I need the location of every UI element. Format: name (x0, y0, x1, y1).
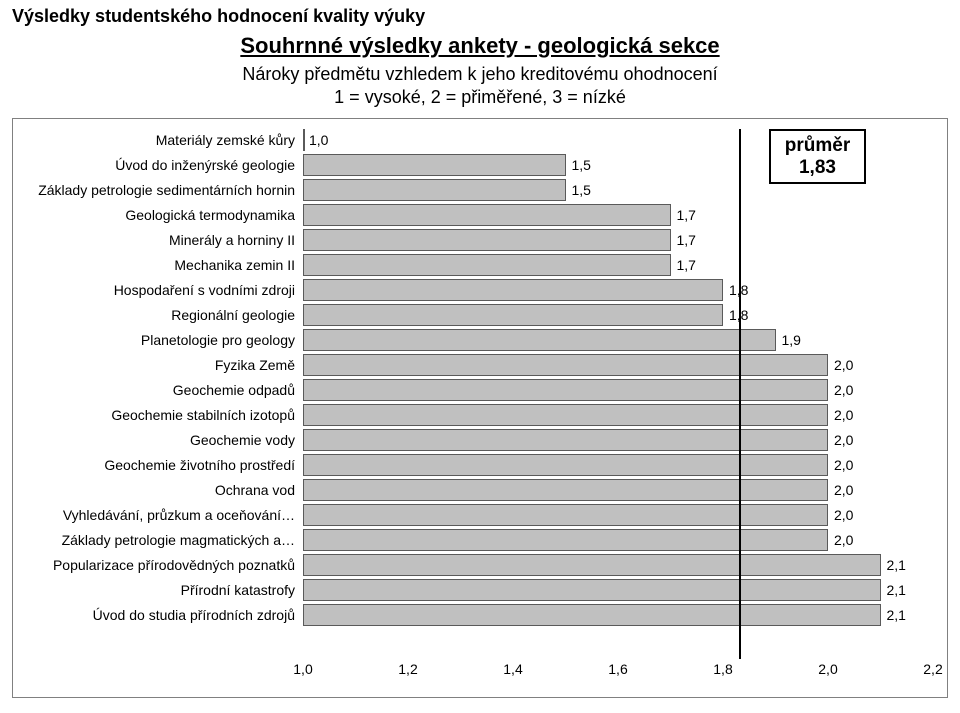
average-value: 1,83 (799, 157, 836, 178)
bar (303, 229, 671, 251)
average-label: průměr (785, 135, 850, 156)
bar (303, 179, 566, 201)
bar-value: 2,0 (834, 454, 853, 476)
chart-title: Souhrnné výsledky ankety - geologická se… (12, 33, 948, 59)
bar (303, 254, 671, 276)
chart-frame: 1,01,51,51,71,71,71,81,81,92,02,02,02,02… (12, 118, 948, 698)
row-label: Geochemie vody (13, 429, 295, 451)
row-label: Geochemie odpadů (13, 379, 295, 401)
bar-value: 2,1 (887, 604, 906, 626)
bar (303, 529, 828, 551)
row-label: Geologická termodynamika (13, 204, 295, 226)
x-tick-label: 2,0 (818, 661, 837, 677)
bar (303, 404, 828, 426)
bar-value: 2,0 (834, 504, 853, 526)
row-label: Základy petrologie sedimentárních hornin (13, 179, 295, 201)
bar (303, 479, 828, 501)
row-label: Ochrana vod (13, 479, 295, 501)
x-tick-label: 2,2 (923, 661, 942, 677)
row-label: Planetologie pro geology (13, 329, 295, 351)
subtitle-line-2: 1 = vysoké, 2 = přiměřené, 3 = nízké (334, 87, 626, 107)
bar (303, 354, 828, 376)
bar-value: 1,9 (782, 329, 801, 351)
bar (303, 154, 566, 176)
bar-value: 1,5 (572, 179, 591, 201)
bar-value: 1,0 (309, 129, 328, 151)
bar-value: 2,0 (834, 529, 853, 551)
subtitle-line-1: Nároky předmětu vzhledem k jeho kreditov… (242, 64, 717, 84)
x-tick-label: 1,0 (293, 661, 312, 677)
row-label: Geochemie životního prostředí (13, 454, 295, 476)
x-tick-label: 1,8 (713, 661, 732, 677)
plot-area: 1,01,51,51,71,71,71,81,81,92,02,02,02,02… (303, 129, 933, 659)
x-tick-label: 1,6 (608, 661, 627, 677)
bar (303, 379, 828, 401)
bar (303, 329, 776, 351)
row-label: Materiály zemské kůry (13, 129, 295, 151)
bar-value: 1,7 (677, 204, 696, 226)
row-label: Přírodní katastrofy (13, 579, 295, 601)
row-label: Regionální geologie (13, 304, 295, 326)
bar (303, 554, 881, 576)
bar (303, 204, 671, 226)
row-label: Geochemie stabilních izotopů (13, 404, 295, 426)
bar-value: 2,1 (887, 554, 906, 576)
page: Výsledky studentského hodnocení kvality … (0, 0, 960, 713)
bar-value: 2,0 (834, 354, 853, 376)
bar (303, 429, 828, 451)
bar-value: 2,0 (834, 479, 853, 501)
page-header: Výsledky studentského hodnocení kvality … (12, 6, 948, 27)
bar (303, 279, 723, 301)
row-label: Úvod do inženýrské geologie (13, 154, 295, 176)
row-label: Základy petrologie magmatických a… (13, 529, 295, 551)
bar-value: 1,7 (677, 229, 696, 251)
bar-value: 2,0 (834, 379, 853, 401)
row-label: Fyzika Země (13, 354, 295, 376)
bar (303, 304, 723, 326)
x-tick-label: 1,4 (503, 661, 522, 677)
average-box: průměr 1,83 (769, 129, 866, 185)
row-label: Úvod do studia přírodních zdrojů (13, 604, 295, 626)
bar-value: 2,1 (887, 579, 906, 601)
bar-value: 1,7 (677, 254, 696, 276)
row-label: Mechanika zemin II (13, 254, 295, 276)
row-label: Hospodaření s vodními zdroji (13, 279, 295, 301)
bar (303, 454, 828, 476)
bar (303, 504, 828, 526)
bar (303, 604, 881, 626)
row-label: Popularizace přírodovědných poznatků (13, 554, 295, 576)
bar (303, 579, 881, 601)
average-line (739, 129, 741, 659)
bar-value: 1,5 (572, 154, 591, 176)
bar-value: 2,0 (834, 404, 853, 426)
bar (303, 129, 305, 151)
row-label: Minerály a horniny II (13, 229, 295, 251)
bar-value: 2,0 (834, 429, 853, 451)
x-tick-label: 1,2 (398, 661, 417, 677)
chart-subtitle: Nároky předmětu vzhledem k jeho kreditov… (12, 63, 948, 110)
row-label: Vyhledávání, průzkum a oceňování… (13, 504, 295, 526)
x-axis: 1,01,21,41,61,82,02,2 (303, 657, 933, 687)
